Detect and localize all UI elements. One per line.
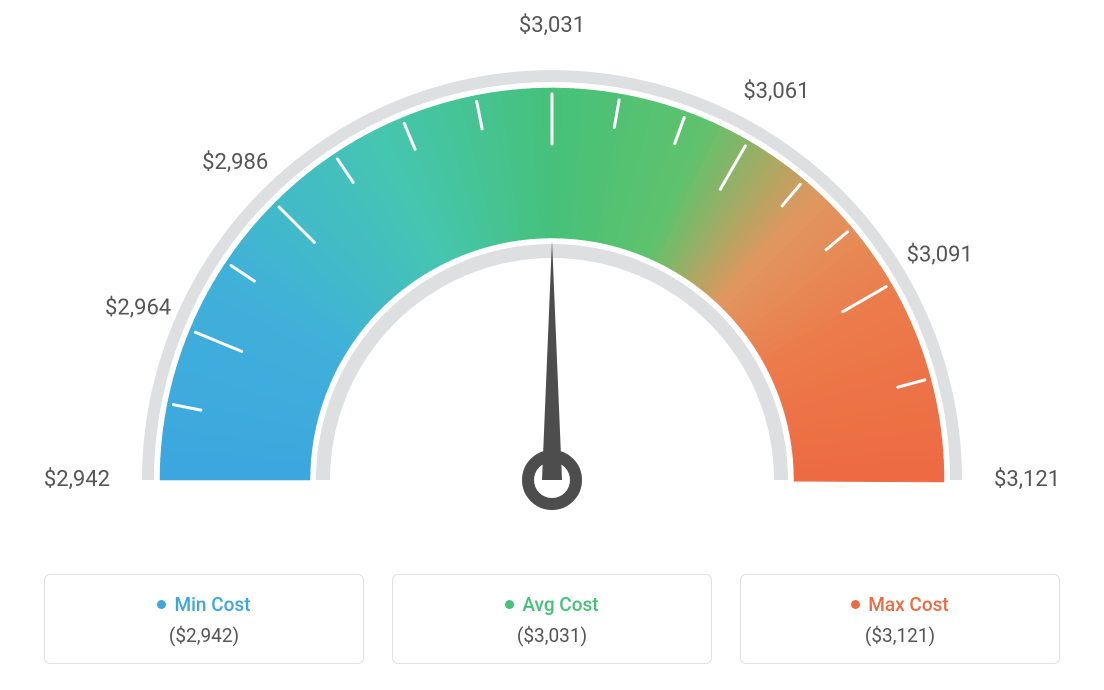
- svg-text:$3,121: $3,121: [994, 467, 1060, 492]
- cost-gauge-widget: $2,942 $2,964 $2,986 $3,031 $3,061 $3,091 $3,1…: [0, 0, 1104, 690]
- legend-card-max: Max Cost ($3,121): [740, 574, 1060, 664]
- legend-value-avg: ($3,031): [393, 624, 711, 647]
- legend-label-min: Min Cost: [45, 593, 363, 616]
- svg-text:$2,942: $2,942: [44, 467, 110, 492]
- svg-text:$3,061: $3,061: [743, 79, 809, 104]
- circle-icon: [157, 600, 166, 609]
- svg-text:$3,091: $3,091: [907, 242, 973, 267]
- legend-label-max: Max Cost: [741, 593, 1059, 616]
- circle-icon: [505, 600, 514, 609]
- legend-value-max: ($3,121): [741, 624, 1059, 647]
- legend-card-min: Min Cost ($2,942): [44, 574, 364, 664]
- circle-icon: [851, 600, 860, 609]
- legend-text-avg: Avg Cost: [522, 593, 598, 616]
- legend-card-avg: Avg Cost ($3,031): [392, 574, 712, 664]
- legend-value-min: ($2,942): [45, 624, 363, 647]
- legend-text-max: Max Cost: [868, 593, 948, 616]
- gauge-area: $2,942 $2,964 $2,986 $3,031 $3,061 $3,091 $3,1…: [0, 0, 1104, 560]
- legend-text-min: Min Cost: [174, 593, 250, 616]
- gauge-svg: $2,942 $2,964 $2,986 $3,031 $3,061 $3,091 $3,1…: [0, 0, 1104, 560]
- legend-label-avg: Avg Cost: [393, 593, 711, 616]
- svg-text:$2,986: $2,986: [202, 150, 268, 175]
- svg-text:$3,031: $3,031: [519, 13, 585, 38]
- legend-row: Min Cost ($2,942) Avg Cost ($3,031) Max …: [0, 574, 1104, 664]
- svg-text:$2,964: $2,964: [105, 295, 171, 320]
